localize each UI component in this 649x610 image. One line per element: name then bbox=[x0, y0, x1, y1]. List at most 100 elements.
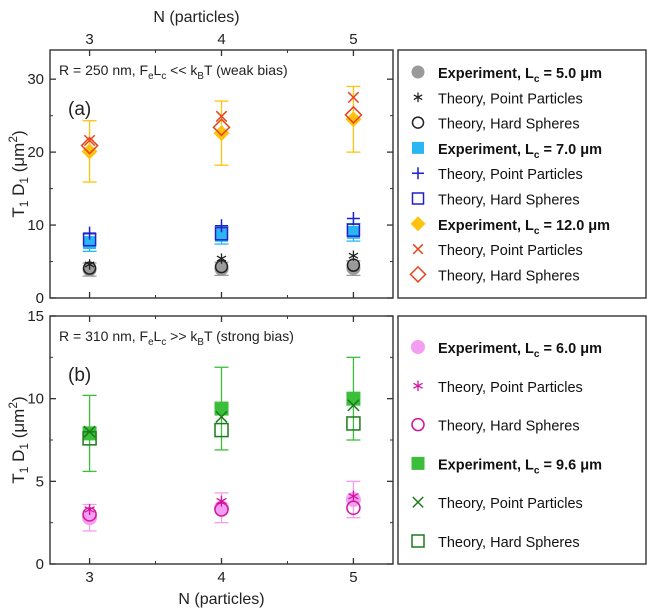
legend-entry: Theory, Hard Spheres bbox=[409, 265, 580, 284]
data-point bbox=[214, 401, 229, 416]
legend-entry: Theory, Point Particles bbox=[412, 167, 583, 183]
legend-marker bbox=[413, 92, 423, 103]
data-point bbox=[346, 258, 361, 272]
legend-label-text: Theory, Hard Spheres bbox=[438, 419, 580, 435]
series-markers-5 bbox=[82, 223, 361, 247]
condition-annotation-part: e bbox=[148, 337, 154, 348]
x-axis-label: N (particles) bbox=[178, 591, 264, 608]
legend-label: Experiment, Lc = 12.0 μm bbox=[438, 218, 610, 237]
legend-label: Experiment, Lc = 5.0 μm bbox=[438, 66, 602, 85]
legend-label: Experiment, Lc = 7.0 μm bbox=[438, 142, 602, 161]
legend-frame bbox=[397, 315, 647, 565]
legend-label-text: Theory, Point Particles bbox=[438, 496, 583, 512]
legend-label-sub: c bbox=[534, 465, 540, 476]
data-point bbox=[346, 500, 361, 516]
legend-label-rest: = 12.0 μm bbox=[540, 218, 611, 234]
legend-marker bbox=[411, 456, 425, 470]
legend-label-text: Theory, Hard Spheres bbox=[438, 535, 580, 551]
y-tick-label: 10 bbox=[27, 391, 44, 408]
y-tick-label: 5 bbox=[36, 473, 44, 490]
x-axis-top-label: N (particles) bbox=[153, 9, 239, 26]
y-axis-label-part: T bbox=[9, 207, 28, 217]
series-markers-2 bbox=[82, 500, 361, 522]
y-axis-label-part: 1 bbox=[17, 443, 31, 450]
series-markers-7 bbox=[83, 91, 360, 147]
legend-label-text: Experiment, L bbox=[438, 218, 534, 234]
condition-annotation-part: << k bbox=[166, 62, 198, 78]
data-point bbox=[346, 391, 361, 406]
data-point bbox=[347, 399, 360, 412]
data-point bbox=[214, 422, 229, 438]
data-point bbox=[346, 261, 361, 276]
series-markers-5 bbox=[82, 416, 361, 446]
y-axis-label-part: D bbox=[9, 450, 28, 467]
legend-label-text: Theory, Hard Spheres bbox=[438, 117, 580, 133]
legend-entry: Theory, Hard Spheres bbox=[411, 116, 580, 133]
data-point bbox=[215, 219, 228, 233]
legend-label-text: Theory, Hard Spheres bbox=[438, 268, 580, 284]
legend-label-rest: = 6.0 μm bbox=[540, 341, 602, 357]
y-axis-label-part: 2 bbox=[6, 402, 20, 409]
legend-entry: Theory, Point Particles bbox=[412, 496, 583, 512]
data-point bbox=[82, 431, 97, 446]
legend-label-text: Theory, Point Particles bbox=[438, 380, 583, 396]
y-axis-label-part: 1 bbox=[17, 466, 31, 473]
condition-annotation-part: T (weak bias) bbox=[204, 62, 288, 78]
legend-entry: Experiment, Lc = 7.0 μm bbox=[412, 141, 602, 161]
x-tick-label: 4 bbox=[217, 569, 225, 586]
legend-entry: Theory, Hard Spheres bbox=[411, 534, 580, 551]
legend-label-text: Theory, Point Particles bbox=[438, 91, 583, 107]
panel-label: (a) bbox=[68, 99, 91, 120]
data-point bbox=[213, 125, 230, 142]
legend-label-sub: c bbox=[534, 226, 540, 237]
series-markers-2 bbox=[82, 258, 361, 275]
data-point bbox=[346, 223, 361, 237]
legend-a: Experiment, Lc = 5.0 μm Theory, Point Par… bbox=[397, 49, 647, 299]
series-markers-6 bbox=[81, 111, 362, 160]
data-point bbox=[346, 211, 360, 225]
data-point bbox=[81, 143, 98, 160]
legend-label: Theory, Hard Spheres bbox=[438, 117, 580, 133]
legend-label-sub: c bbox=[534, 150, 540, 161]
data-point bbox=[348, 490, 359, 502]
legend-label: Theory, Hard Spheres bbox=[438, 268, 580, 284]
y-axis-label-part: ) bbox=[9, 396, 28, 402]
legend-label-text: Theory, Point Particles bbox=[438, 167, 583, 183]
data-point bbox=[214, 259, 229, 274]
legend-label-rest: = 7.0 μm bbox=[540, 142, 602, 158]
panel-label: (b) bbox=[68, 365, 91, 386]
legend-label-text: Theory, Hard Spheres bbox=[438, 193, 580, 209]
data-point bbox=[80, 136, 99, 155]
condition-annotation-part: R = 310 nm, F bbox=[59, 328, 148, 344]
legend-marker bbox=[412, 243, 424, 255]
y-axis-label-part: T bbox=[9, 473, 28, 483]
condition-annotation: R = 310 nm, FeLc >> kBT (strong bias) bbox=[59, 328, 294, 348]
legend-entry: Experiment, Lc = 9.6 μm bbox=[411, 456, 602, 476]
y-tick-label: 10 bbox=[27, 217, 44, 234]
legend-label-rest: = 9.6 μm bbox=[540, 457, 602, 473]
y-tick-label: 15 bbox=[27, 308, 44, 325]
data-point bbox=[212, 118, 231, 137]
condition-annotation-part: e bbox=[148, 71, 154, 82]
y-tick-label: 0 bbox=[36, 556, 44, 573]
legend-label-text: Experiment, L bbox=[438, 66, 534, 82]
legend-label-text: Experiment, L bbox=[438, 341, 534, 357]
data-point bbox=[82, 507, 97, 522]
legend-label: Theory, Point Particles bbox=[438, 380, 583, 396]
x-tick-label: 5 bbox=[349, 569, 357, 586]
data-point bbox=[344, 105, 363, 124]
legend-marker bbox=[412, 141, 424, 154]
condition-annotation-part: T (strong bias) bbox=[204, 328, 294, 344]
legend-entry: Theory, Point Particles bbox=[413, 380, 583, 396]
y-axis-label-part: D bbox=[9, 184, 28, 201]
x-tick-label: 3 bbox=[85, 569, 93, 586]
legend-frame bbox=[397, 49, 647, 299]
legend-marker bbox=[412, 167, 424, 180]
data-point bbox=[214, 502, 229, 517]
data-point bbox=[82, 426, 97, 441]
legend-entry: Theory, Hard Spheres bbox=[411, 192, 580, 209]
y-tick-label: 30 bbox=[27, 71, 44, 88]
data-point bbox=[82, 261, 97, 275]
condition-annotation-part: B bbox=[197, 71, 204, 82]
